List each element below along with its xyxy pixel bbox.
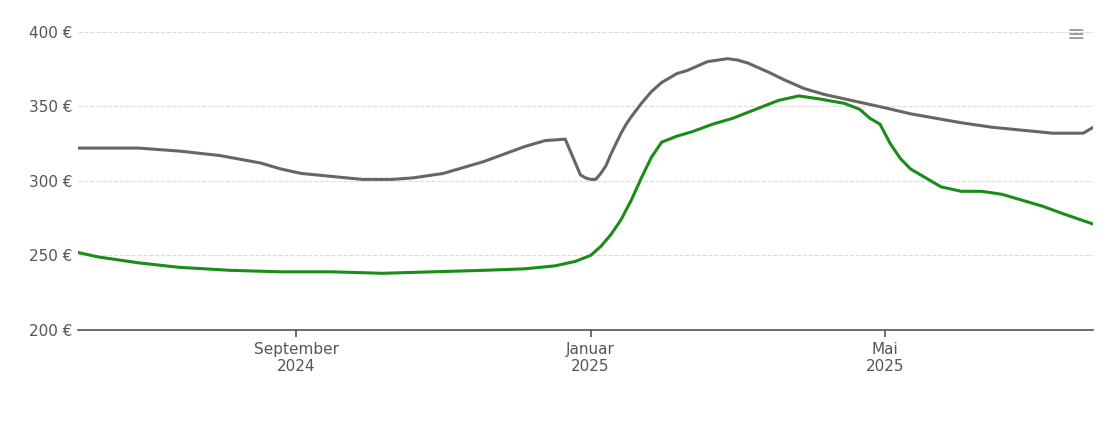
Text: ≡: ≡ (1067, 25, 1086, 45)
